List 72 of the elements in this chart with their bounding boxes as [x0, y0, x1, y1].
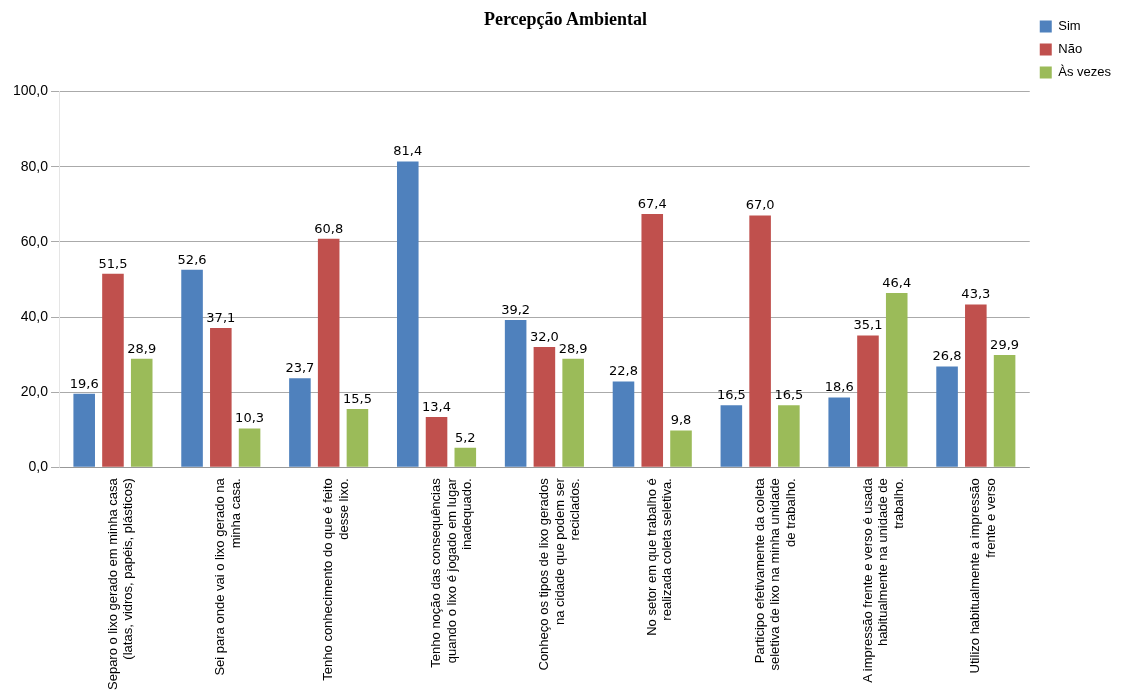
data-label: 10,3: [235, 410, 265, 426]
y-tick-label: 40,0: [20, 307, 49, 324]
bar: [396, 161, 419, 467]
bar: [562, 358, 584, 467]
data-label: 60,8: [314, 220, 344, 236]
data-label: 28,9: [558, 340, 588, 356]
bar: [885, 292, 908, 467]
legend-label: Não: [1058, 41, 1083, 57]
data-label: 22,8: [609, 363, 638, 379]
bar: [317, 238, 340, 467]
data-label: 52,6: [177, 251, 207, 267]
x-tick-label: Participo efetivamente da coleta seletiva de lixo na minha unidade de trabalho.: [751, 477, 798, 671]
data-label: 16,5: [774, 387, 804, 403]
bar: [504, 320, 527, 467]
bar: [828, 397, 850, 467]
data-label: 18,6: [824, 379, 854, 395]
data-label: 29,9: [990, 336, 1020, 352]
data-label: 16,5: [716, 387, 746, 403]
x-tick-label: A impressão frente e verso é usada habitualmente na unidade de trabalho.: [859, 477, 906, 683]
data-label: 5,2: [454, 429, 476, 445]
bar: [778, 405, 800, 467]
y-tick-label: 60,0: [20, 232, 49, 249]
data-label: 19,6: [69, 375, 99, 391]
data-label: 43,3: [961, 286, 991, 302]
x-tick-label: Separo o lixo gerado em minha casa (latas, vidros, papéis, plásticos): [104, 477, 136, 690]
y-tick-label: 20,0: [20, 382, 49, 399]
y-tick-label: 80,0: [20, 157, 49, 174]
data-label: 67,0: [745, 197, 775, 213]
bar: [425, 416, 448, 467]
bar: [670, 430, 692, 467]
data-label: 37,1: [206, 309, 236, 325]
chart-title: Percepção Ambiental: [483, 9, 648, 30]
bar: [102, 273, 124, 467]
bar: [454, 447, 477, 467]
bar: [993, 354, 1016, 467]
y-tick-label: 100,0: [12, 82, 49, 99]
x-tick-label: Sei para onde vai o lixo gerado na minha casa.: [212, 477, 243, 676]
data-label: 51,5: [98, 255, 128, 271]
data-label: 32,0: [529, 328, 559, 344]
data-label: 26,8: [932, 348, 962, 364]
bar: [965, 304, 987, 467]
bar: [720, 405, 743, 467]
bar: [749, 215, 771, 467]
y-tick-label: 0,0: [28, 458, 49, 475]
bar: [857, 335, 879, 467]
bar: [130, 358, 153, 467]
data-label: 81,4: [393, 143, 423, 159]
bar: [73, 393, 95, 467]
legend-label: Sim: [1058, 18, 1081, 34]
data-label: 28,9: [127, 340, 157, 356]
x-tick-label: Conheço os tipos de lixo gerados na cidade que podem ser reciclados.: [535, 477, 583, 671]
data-label: 39,2: [501, 301, 531, 317]
bar: [612, 381, 635, 467]
data-label: 35,1: [853, 317, 883, 333]
bar: [210, 327, 232, 467]
bar: [936, 366, 958, 467]
data-label: 15,5: [342, 390, 372, 406]
bar: [238, 428, 261, 467]
bar: [181, 269, 203, 467]
bar: [641, 214, 664, 467]
x-tick-label: No setor em que trabalho é realizada coleta seletiva.: [643, 478, 675, 636]
x-tick-label: Tenho conhecimento do que é feito desse lixo.: [320, 478, 351, 681]
data-label: 23,7: [285, 360, 315, 376]
data-label: 9,8: [670, 412, 692, 428]
bar: [533, 347, 556, 467]
bar: [289, 378, 311, 467]
legend-label: Às vezes: [1058, 64, 1112, 80]
data-label: 67,4: [637, 195, 667, 211]
x-tick-label: Tenho noção das consequências quando o lixo é jogado em lugar inadequado.: [428, 477, 475, 668]
data-label: 13,4: [422, 398, 452, 414]
bar: [346, 409, 369, 467]
data-label: 46,4: [882, 274, 912, 290]
